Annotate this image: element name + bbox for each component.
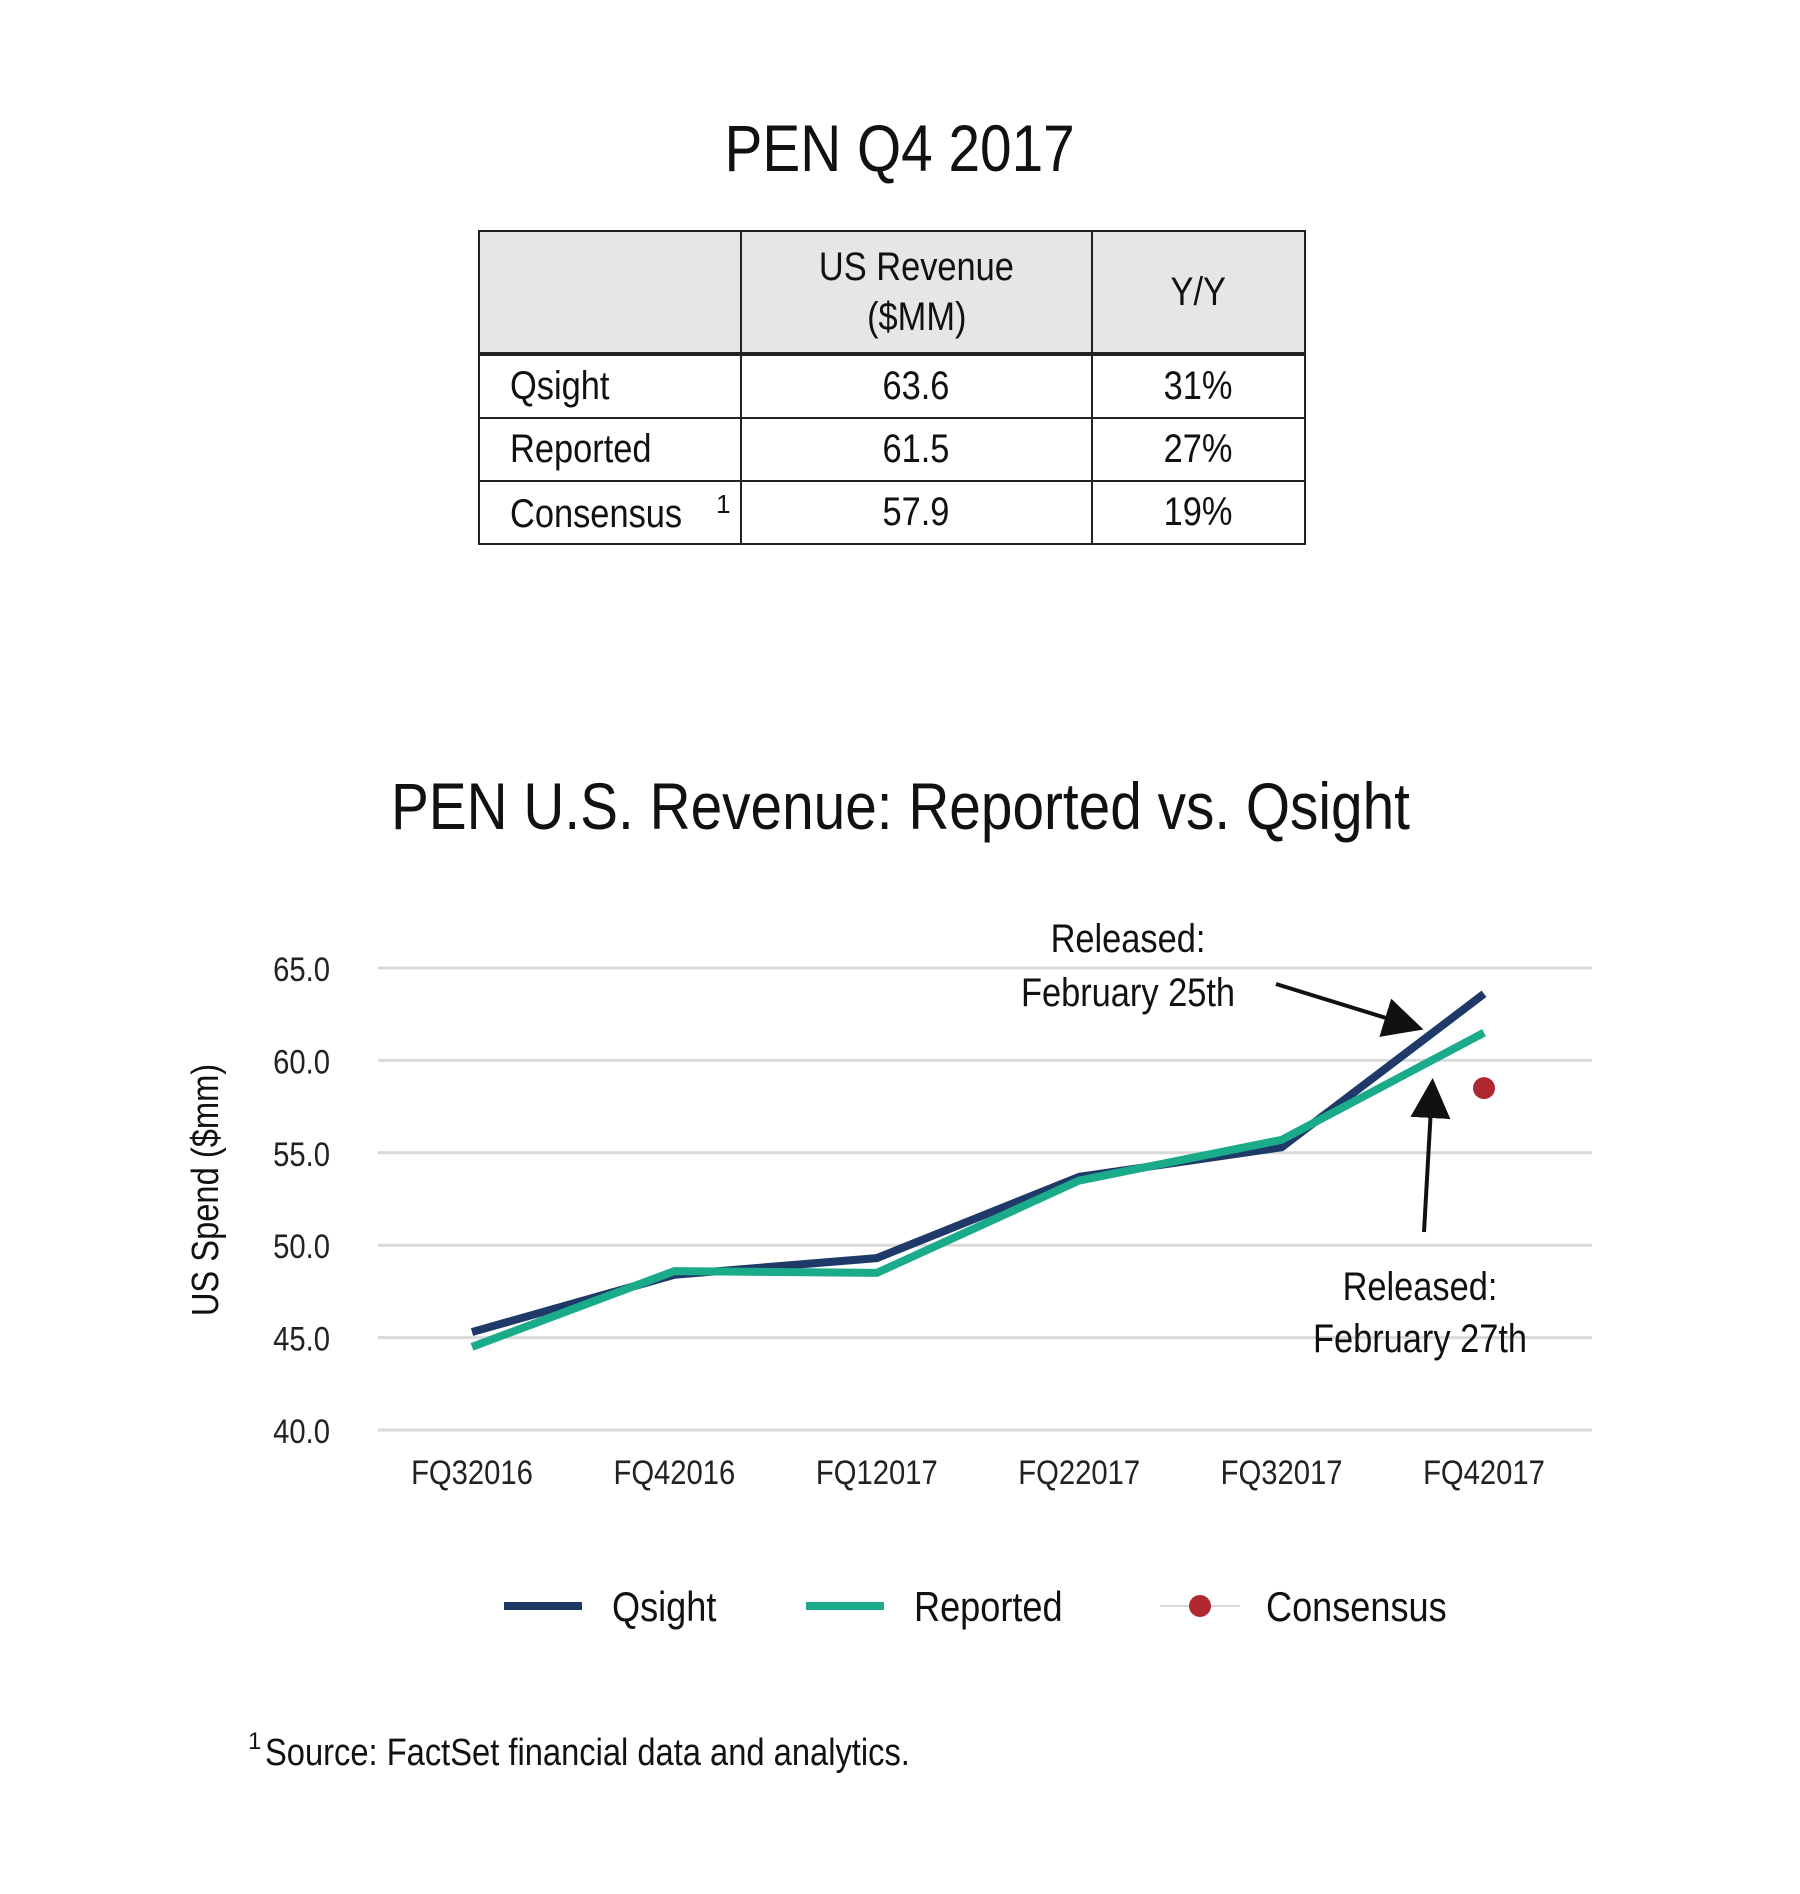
series-line-qsight (470, 990, 1487, 1336)
table-header-row: US Revenue ($MM) Y/Y (478, 230, 1307, 356)
series-point-consensus (1473, 1077, 1495, 1100)
row-revenue: 57.9 (739, 480, 1093, 545)
y-tick-label: 65.0 (273, 950, 330, 989)
series-line-reported (470, 1029, 1486, 1351)
legend-label-consensus: Consensus (1266, 1585, 1447, 1631)
y-tick-label: 50.0 (273, 1227, 330, 1266)
grid-lines (378, 966, 1592, 1432)
row-yy: 31% (1090, 353, 1307, 419)
x-tick-label: FQ22017 (1018, 1453, 1140, 1492)
row-revenue: 63.6 (739, 353, 1093, 419)
annotation-arrow (1410, 1078, 1451, 1233)
legend-label-reported: Reported (914, 1585, 1063, 1631)
header-empty (478, 230, 742, 356)
row-label: Qsight (478, 353, 742, 419)
annotations: Released: February 25th Released: February … (1021, 916, 1527, 1361)
y-tick-label: 40.0 (273, 1412, 330, 1451)
table-row: Reported 61.5 27% (478, 417, 1307, 482)
x-tick-label: FQ32016 (411, 1453, 533, 1492)
annotation-text: Released: (1051, 916, 1206, 961)
table-row: Qsight 63.6 31% (478, 353, 1307, 419)
header-us-revenue: US Revenue ($MM) (739, 230, 1093, 356)
row-revenue: 61.5 (739, 417, 1093, 482)
x-tick-label: FQ32017 (1221, 1453, 1343, 1492)
y-tick-label: 45.0 (273, 1320, 330, 1359)
footnote: 1 Source: FactSet financial data and anal… (248, 1728, 1015, 1775)
annotation-arrow (1275, 982, 1424, 1037)
y-axis-label: US Spend ($mm) (184, 1064, 227, 1316)
chart-title: PEN U.S. Revenue: Reported vs. Qsight (390, 769, 1410, 843)
footnote-marker: 1 (716, 488, 731, 519)
header-yy: Y/Y (1090, 230, 1307, 356)
x-tick-label: FQ42016 (613, 1453, 735, 1492)
x-tick-labels: FQ32016 FQ42016 FQ12017 FQ22017 FQ32017 FQ420… (411, 1453, 1545, 1492)
footnote-text: Source: FactSet financial data and analy… (265, 1732, 911, 1774)
row-yy: 19% (1090, 480, 1307, 545)
x-tick-label: FQ12017 (816, 1453, 938, 1492)
table-title: PEN Q4 2017 (724, 111, 1076, 185)
annotation-text: February 25th (1021, 970, 1235, 1015)
x-tick-label: FQ42017 (1423, 1453, 1545, 1492)
table-row: Consensus 1 57.9 19% (478, 480, 1307, 545)
summary-table: US Revenue ($MM) Y/Y Qsight 63.6 31% Report… (478, 230, 1307, 545)
row-label: Reported (478, 417, 742, 482)
annotation-text: Released: (1343, 1264, 1498, 1309)
series-group (470, 990, 1495, 1351)
y-tick-label: 55.0 (273, 1135, 330, 1174)
annotation-text: February 27th (1313, 1316, 1527, 1361)
row-label: Consensus 1 (478, 480, 742, 545)
legend-label-qsight: Qsight (612, 1585, 716, 1631)
footnote-marker: 1 (248, 1728, 262, 1755)
y-tick-label: 60.0 (273, 1042, 330, 1081)
row-yy: 27% (1090, 417, 1307, 482)
legend: Qsight Reported Consensus (504, 1585, 1447, 1631)
y-tick-labels: 40.0 45.0 50.0 55.0 60.0 65.0 (273, 950, 330, 1451)
legend-swatch-consensus (1189, 1595, 1211, 1617)
